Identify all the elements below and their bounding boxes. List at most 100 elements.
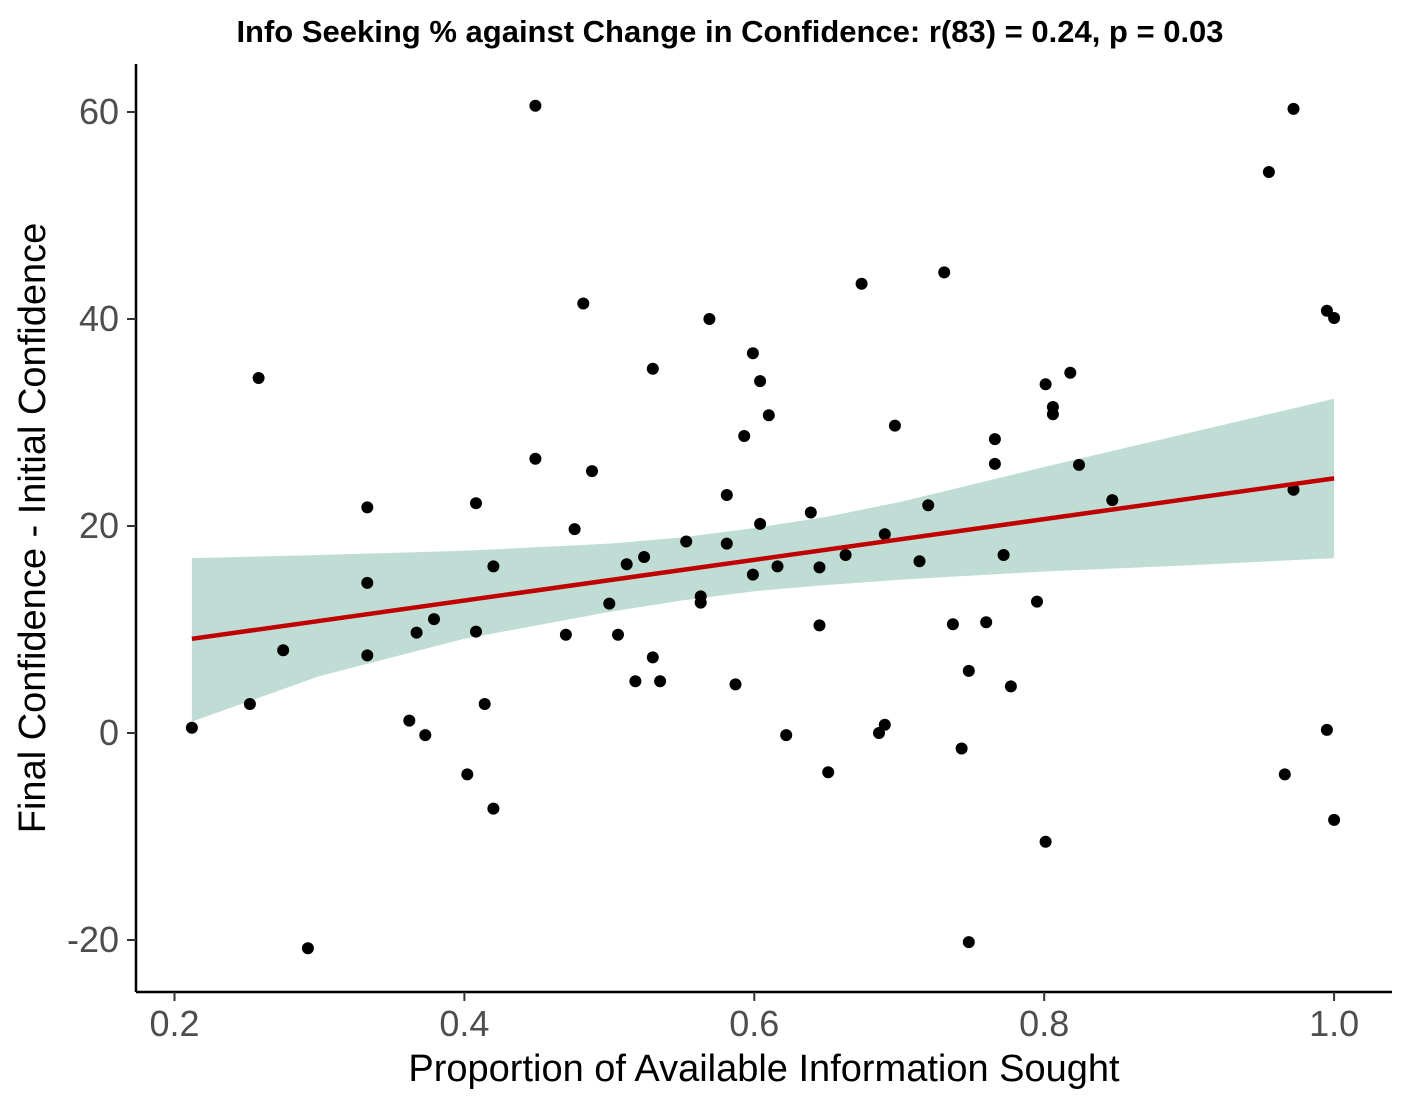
data-point [780, 729, 793, 742]
data-point [1287, 483, 1300, 496]
data-point [577, 297, 590, 310]
data-point [428, 613, 440, 626]
data-point [478, 698, 491, 710]
x-tick-label: 0.8 [1019, 1003, 1069, 1044]
data-point [729, 678, 742, 691]
data-point [243, 698, 256, 710]
data-point [629, 675, 642, 688]
data-point [487, 560, 500, 573]
data-point [1320, 723, 1333, 736]
data-point [680, 535, 693, 548]
data-point [888, 419, 901, 432]
data-point [754, 375, 767, 388]
data-point [746, 347, 759, 360]
data-point [470, 625, 482, 638]
data-points-layer [185, 99, 1341, 955]
y-tick-label: 20 [79, 505, 119, 546]
fit-line-layer [191, 476, 1335, 642]
data-point [252, 372, 265, 384]
data-point [720, 489, 733, 501]
y-tick-label: 40 [79, 298, 119, 339]
data-point [855, 277, 868, 290]
data-point [654, 675, 667, 688]
y-tick-label: 0 [99, 712, 119, 753]
data-point [461, 768, 474, 781]
x-axis-label: Proportion of Available Information Soug… [408, 1048, 1120, 1090]
x-tick-label: 0.4 [439, 1003, 489, 1044]
data-point [410, 626, 423, 639]
data-point [720, 537, 733, 550]
data-point [638, 551, 651, 563]
data-point [277, 644, 290, 657]
data-point [1039, 378, 1052, 391]
data-point [487, 802, 500, 815]
data-point [703, 313, 716, 325]
data-point [1039, 835, 1052, 848]
data-point [771, 560, 784, 573]
y-tick-label: 60 [79, 91, 119, 132]
x-ticks: 0.2 0.4 0.6 0.8 1.0 [149, 992, 1359, 1044]
data-point [1031, 595, 1043, 608]
data-point [822, 766, 835, 779]
data-point [361, 649, 374, 662]
data-point [988, 457, 1001, 470]
data-point [955, 742, 968, 755]
data-point [813, 619, 826, 632]
data-point [403, 714, 416, 727]
data-point [913, 555, 926, 568]
data-point [1287, 102, 1300, 115]
data-point [878, 528, 891, 541]
y-ticks: -20 0 20 40 60 [67, 91, 136, 960]
data-point [1262, 166, 1275, 178]
data-point [529, 452, 542, 465]
data-point [568, 523, 581, 536]
data-point [1064, 366, 1077, 379]
data-point [1328, 312, 1341, 324]
data-point [746, 568, 759, 581]
data-point [962, 936, 975, 949]
data-point [1073, 458, 1085, 471]
data-point [839, 549, 852, 561]
data-point [301, 942, 314, 955]
data-point [997, 549, 1010, 561]
data-point [646, 362, 659, 375]
data-point [1320, 304, 1333, 317]
data-point [738, 430, 751, 442]
data-point [419, 729, 432, 742]
data-point [1278, 768, 1291, 781]
data-point [1106, 494, 1119, 507]
data-point [813, 561, 826, 574]
data-point [962, 664, 975, 677]
data-point [980, 616, 993, 629]
data-point [470, 497, 482, 510]
chart-title: Info Seeking % against Change in Confide… [236, 14, 1223, 49]
data-point [620, 558, 633, 571]
data-point [529, 99, 542, 112]
x-tick-label: 1.0 [1309, 1003, 1359, 1044]
data-point [586, 465, 598, 478]
data-point [694, 596, 707, 609]
data-point [946, 618, 959, 631]
data-point [185, 721, 198, 734]
data-point [1328, 813, 1341, 826]
data-point [922, 499, 935, 512]
data-point [361, 576, 374, 589]
x-tick-label: 0.2 [149, 1003, 199, 1044]
x-tick-label: 0.6 [729, 1003, 779, 1044]
data-point [361, 501, 374, 514]
data-point [559, 628, 572, 641]
y-tick-label: -20 [67, 919, 119, 960]
data-point [762, 409, 775, 422]
data-point [603, 597, 616, 610]
data-point [804, 506, 817, 519]
data-point [612, 628, 624, 641]
fit-line [191, 476, 1335, 642]
data-point [988, 433, 1001, 446]
data-point [646, 651, 659, 664]
data-point [1004, 680, 1017, 693]
axes [134, 64, 1392, 994]
data-point [938, 266, 951, 279]
data-point [754, 517, 767, 530]
data-point [1046, 408, 1059, 421]
